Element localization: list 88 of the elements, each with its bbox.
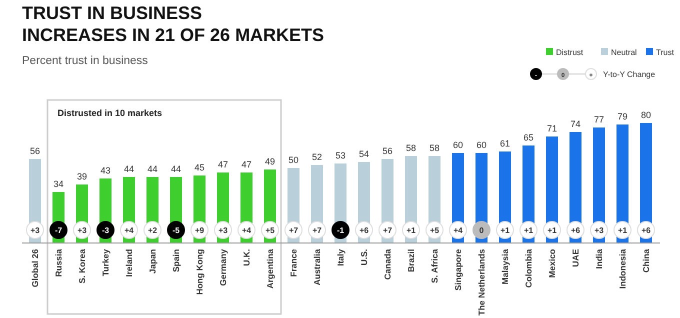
annotation: -5 (172, 226, 180, 235)
data-label: 47 (218, 160, 228, 170)
data-label: 58 (406, 143, 416, 153)
annotation: +1 (547, 226, 558, 235)
annotation: +5 (430, 226, 440, 235)
annotation: 0 (479, 226, 484, 235)
x-tick-label: Malaysia (500, 248, 510, 284)
data-label: 58 (429, 143, 440, 153)
annotation: +6 (359, 226, 370, 235)
x-tick-label: Argentina (265, 248, 275, 289)
x-tick-label: Spain (171, 249, 181, 272)
annotation: +3 (30, 226, 40, 235)
annotation: +3 (594, 226, 604, 235)
x-tick-label: Canada (382, 248, 392, 280)
data-label: 65 (523, 132, 534, 142)
x-tick-label: U.S. (359, 249, 369, 266)
data-label: 56 (30, 146, 40, 156)
annotation: +3 (218, 226, 228, 235)
x-tick-label: Hong Kong (194, 249, 204, 295)
data-label: 34 (53, 179, 64, 189)
x-tick-label: Russia (54, 248, 64, 277)
annotation: +3 (77, 226, 88, 235)
x-tick-label: Ireland (124, 249, 134, 277)
x-tick-label: Mexico (547, 249, 557, 278)
annotation: +5 (265, 226, 276, 235)
data-label: 50 (288, 155, 299, 165)
text: Distrusted in 10 markets (58, 108, 162, 118)
annotation: +1 (406, 226, 416, 235)
x-tick-label: India (594, 248, 604, 269)
legend-label: Neutral (611, 48, 638, 57)
annotation: +1 (500, 226, 510, 235)
data-label: 44 (170, 164, 182, 174)
annotation: +9 (194, 226, 205, 235)
data-label: 60 (476, 140, 487, 150)
annotation: -1 (336, 226, 345, 235)
chart-title: TRUST IN BUSINESS INCREASES IN 21 OF 26 MARKETS (22, 3, 324, 45)
data-label: 79 (617, 112, 628, 122)
legend-label: Distrust (556, 48, 584, 57)
data-label: 52 (312, 152, 322, 162)
annotation: +7 (312, 226, 322, 235)
data-label: 39 (76, 172, 88, 182)
data-label: 44 (147, 164, 158, 174)
annotation: -3 (102, 226, 110, 235)
chart-subtitle: Percent trust in business (22, 55, 148, 67)
x-tick-label: Singapore (453, 248, 463, 291)
data-label: 74 (570, 119, 581, 129)
x-tick-label: The Netherlands (476, 248, 486, 316)
annotation: +4 (242, 226, 252, 235)
x-tick-label: U.K. (242, 249, 252, 266)
data-label: 43 (100, 166, 111, 176)
data-label: 45 (194, 162, 205, 172)
x-tick-label: S. Korea (77, 248, 87, 284)
annotation: +2 (148, 226, 158, 235)
legend-label: Trust (656, 48, 675, 57)
annotation: +7 (382, 226, 393, 235)
annotation: +1 (618, 226, 628, 235)
x-tick-label: Colombia (524, 248, 534, 288)
annotation: -7 (54, 226, 63, 235)
annotation: +6 (570, 226, 581, 235)
text: Y-to-Y Change (603, 70, 656, 79)
data-label: 49 (264, 156, 276, 166)
data-label: 71 (546, 124, 558, 134)
x-tick-label: Australia (312, 248, 322, 286)
annotation: +7 (288, 226, 299, 235)
data-label: 77 (594, 114, 604, 124)
data-label: 60 (452, 140, 464, 150)
data-label: 54 (358, 149, 370, 159)
annotation: +4 (453, 226, 464, 235)
data-label: 61 (500, 138, 510, 148)
x-tick-label: Italy (336, 248, 346, 266)
annotation: +1 (524, 226, 534, 235)
annotation: +4 (124, 226, 134, 235)
x-tick-label: Global 26 (30, 248, 40, 288)
x-tick-label: S. Africa (430, 248, 440, 284)
x-tick-label: France (288, 248, 298, 277)
data-label: 53 (335, 150, 346, 160)
x-tick-label: Brazil (406, 249, 416, 272)
data-label: 44 (124, 164, 134, 174)
data-label: 47 (241, 160, 252, 170)
data-label: 56 (382, 146, 393, 156)
annotation: +6 (641, 226, 652, 235)
x-tick-label: Japan (148, 249, 158, 274)
x-tick-label: UAE (570, 248, 580, 267)
x-tick-label: Turkey (100, 248, 110, 276)
x-tick-label: China (641, 248, 651, 273)
x-tick-label: Indonesia (618, 248, 628, 289)
data-label: 80 (640, 110, 652, 120)
x-tick-label: Germany (218, 248, 228, 286)
